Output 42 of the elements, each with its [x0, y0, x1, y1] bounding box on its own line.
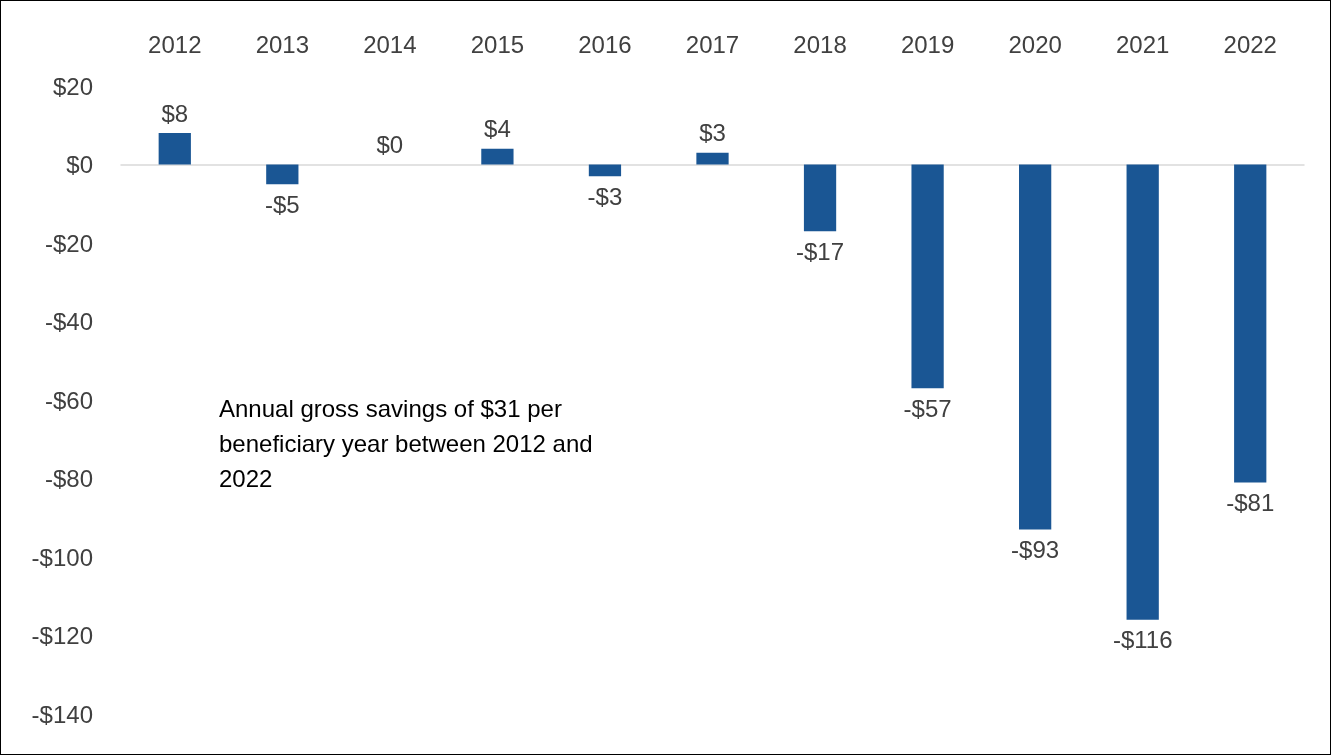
y-tick-label: -$40 [44, 308, 93, 335]
y-tick-label: -$80 [44, 465, 93, 492]
y-tick-label: -$120 [31, 622, 93, 649]
x-tick-label: 2022 [1223, 30, 1277, 58]
bar [911, 164, 944, 389]
data-label: -$57 [903, 394, 952, 422]
data-label: $3 [699, 119, 726, 147]
x-tick-label: 2018 [793, 30, 847, 58]
x-tick-label: 2014 [363, 30, 417, 58]
data-label: -$17 [796, 237, 845, 265]
x-tick-label: 2016 [578, 30, 632, 58]
bar [158, 133, 191, 165]
x-tick-label: 2017 [685, 30, 740, 58]
data-label: -$81 [1226, 488, 1275, 516]
y-tick-label: $20 [52, 72, 93, 100]
x-tick-label: 2019 [900, 30, 955, 58]
bar [1234, 164, 1267, 483]
data-label: -$116 [1112, 626, 1173, 654]
data-label: $8 [161, 99, 189, 127]
data-label: -$93 [1011, 536, 1060, 564]
x-tick-label: 2012 [148, 30, 202, 58]
bar [481, 148, 514, 165]
bar [803, 164, 837, 232]
y-tick-label: -$140 [31, 700, 93, 728]
bar [696, 152, 729, 165]
x-tick-label: 2020 [1008, 30, 1062, 58]
y-tick-label: -$20 [44, 229, 93, 257]
annotation: Annual gross savings of $31 per beneficiary year between 2012 and 2022 [219, 395, 600, 492]
bar [1126, 164, 1159, 620]
x-tick-label: 2021 [1115, 30, 1170, 58]
y-tick-label: -$100 [31, 543, 93, 571]
bar [588, 164, 622, 177]
y-tick-label: $0 [66, 151, 93, 178]
data-label: $0 [376, 131, 404, 158]
data-label: -$3 [587, 182, 623, 210]
bar [266, 164, 299, 185]
y-tick-label: -$60 [44, 386, 93, 414]
data-label: -$5 [264, 190, 300, 218]
x-tick-label: 2013 [255, 30, 310, 58]
data-label: $4 [484, 115, 511, 143]
x-tick-label: 2015 [470, 30, 525, 58]
bar [1019, 164, 1052, 530]
